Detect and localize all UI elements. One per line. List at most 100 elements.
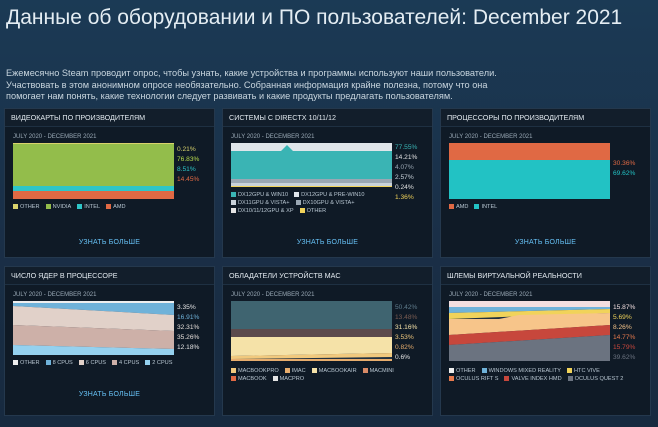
value-label: 0.6% xyxy=(395,354,411,361)
legend-label: DX12GPU & PRE-WIN10 xyxy=(301,192,365,198)
legend-label: AMD xyxy=(456,204,469,210)
legend-item: OTHER xyxy=(299,207,326,215)
legend: MACBOOKPRO IMAC MACBOOKAIR MACMINI MACBOOK MA… xyxy=(231,367,427,383)
value-label: 13.48% xyxy=(395,314,418,321)
value-list: 3.35% 16.91% 32.31% 35.26% 12.18% xyxy=(177,303,215,353)
area-imac xyxy=(231,329,392,337)
panel-title: ПРОЦЕССОРЫ ПО ПРОИЗВОДИТЕЛЯМ xyxy=(441,109,650,127)
cpu-area-chart xyxy=(449,143,610,199)
area-6cpus xyxy=(13,306,174,331)
vr-area-chart xyxy=(449,301,610,361)
panel-mac-devices: ОБЛАДАТЕЛИ УСТРОЙСТВ MAC JULY 2020 - DEC… xyxy=(222,266,433,416)
legend-label: 4 CPUS xyxy=(119,360,140,366)
legend-swatch xyxy=(449,376,454,381)
legend-label: MACMINI xyxy=(369,368,394,374)
area-macbookair xyxy=(231,337,392,356)
legend-item: 2 CPUS xyxy=(145,359,172,367)
legend: OTHER WINDOWS MIXED REALITY HTC VIVE OCULUS… xyxy=(449,367,645,383)
legend: OTHER 8 CPUS 6 CPUS 4 CPUS 2 CPUS xyxy=(13,359,209,367)
area-intel xyxy=(449,160,610,199)
legend-item: INTEL xyxy=(77,203,100,211)
value-label: 3.53% xyxy=(395,334,414,341)
legend-item: IMAC xyxy=(284,367,306,375)
legend-swatch xyxy=(112,360,118,365)
value-label: 14.21% xyxy=(395,154,418,161)
legend-label: MACPRO xyxy=(279,376,305,382)
period-label: JULY 2020 - DECEMBER 2021 xyxy=(13,292,97,298)
legend-swatch xyxy=(362,368,368,373)
intro-line: Ежемесячно Steam проводит опрос, чтобы у… xyxy=(6,68,497,78)
value-label: 0.24% xyxy=(395,184,414,191)
legend-item: DX11GPU & VISTA+ xyxy=(231,199,290,207)
area-macbook xyxy=(231,359,392,361)
legend-label: DX11GPU & VISTA+ xyxy=(238,200,290,206)
legend-label: OCULUS RIFT S xyxy=(456,376,499,382)
legend-swatch xyxy=(311,368,317,373)
value-label: 8.26% xyxy=(613,324,632,331)
period-label: JULY 2020 - DECEMBER 2021 xyxy=(13,134,97,140)
legend-item: DX10GPU & VISTA+ xyxy=(295,199,355,207)
legend-item: WINDOWS MIXED REALITY xyxy=(481,367,561,375)
legend-item: DX12GPU & WIN10 xyxy=(231,191,288,199)
value-label: 12.18% xyxy=(177,344,200,351)
legend-item: OCULUS QUEST 2 xyxy=(567,375,623,383)
value-label: 76.83% xyxy=(177,156,200,163)
panel-vr-headsets: ШЛЕМЫ ВИРТУАЛЬНОЙ РЕАЛЬНОСТИ JULY 2020 -… xyxy=(440,266,651,416)
intro-text: Ежемесячно Steam проводит опрос, чтобы у… xyxy=(6,68,566,103)
learn-more-link[interactable]: УЗНАТЬ БОЛЬШЕ xyxy=(78,239,141,246)
learn-more-link[interactable]: УЗНАТЬ БОЛЬШЕ xyxy=(78,391,141,398)
panel-title: ОБЛАДАТЕЛИ УСТРОЙСТВ MAC xyxy=(223,267,432,285)
legend-item: 6 CPUS xyxy=(78,359,106,367)
legend-label: HTC VIVE xyxy=(574,368,600,374)
area-8cpus xyxy=(13,303,174,315)
value-label: 0.21% xyxy=(177,146,196,153)
legend-label: MACBOOKPRO xyxy=(238,368,279,374)
period-label: JULY 2020 - DECEMBER 2021 xyxy=(449,292,533,298)
value-label: 0.82% xyxy=(395,344,414,351)
legend-swatch xyxy=(474,204,480,209)
area-4cpus xyxy=(13,325,174,349)
legend-swatch xyxy=(284,368,290,373)
mac-area-chart xyxy=(231,301,392,361)
value-label: 39.62% xyxy=(613,354,636,361)
legend-swatch xyxy=(299,208,305,213)
area-intel xyxy=(13,186,174,191)
legend-swatch xyxy=(106,204,112,209)
panel-gpu-vendors: ВИДЕОКАРТЫ ПО ПРОИЗВОДИТЕЛЯМ JULY 2020 -… xyxy=(4,108,215,258)
area-amd xyxy=(13,191,174,199)
learn-more-link[interactable]: УЗНАТЬ БОЛЬШЕ xyxy=(296,239,359,246)
value-label: 69.62% xyxy=(613,170,636,177)
period-label: JULY 2020 - DECEMBER 2021 xyxy=(231,134,315,140)
value-list: 77.55% 14.21% 4.07% 2.57% 0.24% 1.36% xyxy=(395,143,433,203)
legend-swatch xyxy=(77,204,83,209)
area-dx11 xyxy=(231,179,392,183)
legend-item: OTHER xyxy=(13,359,40,367)
legend-item: MACPRO xyxy=(272,375,305,383)
value-label: 15.79% xyxy=(613,344,636,351)
panel-title: СИСТЕМЫ С DIRECTX 10/11/12 xyxy=(223,109,432,127)
legend-swatch xyxy=(231,376,236,381)
legend-item: MACBOOK xyxy=(231,375,267,383)
legend-swatch xyxy=(231,208,236,213)
legend-label: MACBOOKAIR xyxy=(318,368,357,374)
legend: AMD INTEL xyxy=(449,203,645,211)
legend-swatch xyxy=(449,204,454,209)
legend-label: DX10/11/12GPU & XP xyxy=(238,208,294,214)
area-nvidia xyxy=(13,144,174,186)
legend-swatch xyxy=(504,376,510,381)
value-label: 8.51% xyxy=(177,166,196,173)
legend-swatch xyxy=(45,204,51,209)
area-dx10 xyxy=(231,183,392,186)
legend-label: MACBOOK xyxy=(238,376,267,382)
legend-swatch xyxy=(449,368,454,373)
legend-item: AMD xyxy=(106,203,126,211)
legend-item: NVIDIA xyxy=(45,203,71,211)
legend: DX12GPU & WIN10 DX12GPU & PRE-WIN10 DX11GP… xyxy=(231,191,427,215)
legend-label: INTEL xyxy=(481,204,498,210)
legend-label: DX10GPU & VISTA+ xyxy=(302,200,355,206)
value-label: 14.45% xyxy=(177,176,200,183)
gpu-area-chart xyxy=(13,143,174,199)
legend-item: AMD xyxy=(449,203,468,211)
learn-more-link[interactable]: УЗНАТЬ БОЛЬШЕ xyxy=(514,239,577,246)
area-other xyxy=(231,186,392,187)
